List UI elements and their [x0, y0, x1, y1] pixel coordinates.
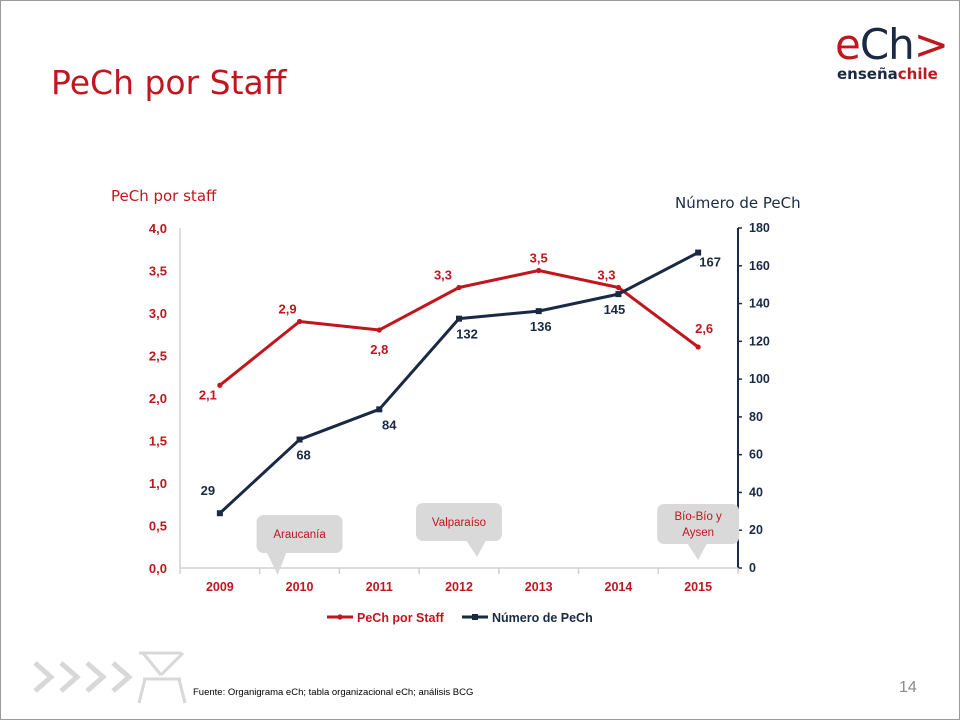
data-label: 167 [699, 255, 721, 270]
callout-bubble [256, 515, 343, 553]
x-tick-label: 2009 [206, 580, 234, 594]
y-right-tick-label: 40 [749, 485, 763, 499]
callout-pointer [687, 543, 708, 560]
legend-label: Número de PeCh [492, 611, 593, 625]
x-tick-label: 2010 [286, 580, 314, 594]
x-tick-label: 2014 [605, 580, 633, 594]
y-left-tick-label: 2,5 [149, 349, 167, 364]
source-note: Fuente: Organigrama eCh; tabla organizac… [193, 687, 474, 698]
series-point [296, 318, 303, 325]
callout-pointer [466, 540, 486, 557]
logo-wordmark: eCh> [835, 20, 949, 69]
data-label: 68 [296, 448, 310, 463]
series-point [535, 308, 542, 315]
callout-label: Bío-Bío y [674, 511, 722, 523]
series-point [456, 284, 462, 291]
y-left-tick-label: 4,0 [149, 221, 167, 236]
y-left-tick-label: 1,5 [149, 434, 167, 449]
y-right-tick-label: 180 [749, 221, 770, 235]
brand-logo: eCh> enseñachile [835, 21, 949, 85]
y-axis-right-title: Número de PeCh [675, 194, 801, 212]
legend-swatch-marker [337, 614, 343, 620]
series-point [296, 436, 303, 443]
decorative-chevrons-chair-icon [33, 651, 187, 704]
y-left-tick-label: 0,5 [149, 519, 167, 534]
y-left-tick-label: 1,0 [149, 476, 167, 491]
data-label: 2,1 [199, 387, 217, 402]
x-tick-label: 2012 [445, 580, 473, 594]
y-left-tick-label: 2,0 [149, 391, 167, 406]
x-tick-label: 2011 [366, 580, 393, 594]
series-point [695, 344, 701, 350]
y-right-tick-label: 20 [749, 523, 763, 537]
x-tick-label: 2015 [684, 580, 712, 594]
series-point [695, 249, 702, 256]
callout-label: Valparaíso [432, 517, 486, 529]
data-label: 3,3 [434, 268, 452, 283]
legend-label: PeCh por Staff [357, 611, 445, 625]
data-label: 136 [530, 319, 552, 334]
y-right-tick-label: 140 [749, 297, 770, 311]
y-right-tick-label: 80 [749, 410, 763, 424]
legend-swatch-marker [472, 614, 478, 620]
y-axis-left-title: PeCh por staff [111, 187, 217, 205]
callout-bubble [657, 504, 740, 544]
series-point [615, 291, 622, 298]
line-chart: 0,0 0,5 1,0 1,5 2,0 2,5 3,0 3,5 4,0 0 20 40 60 80 100 1… [149, 221, 770, 625]
y-left-tick-label: 3,5 [149, 264, 167, 279]
data-label: 145 [604, 302, 626, 317]
data-label: 84 [382, 417, 397, 432]
series-point [376, 327, 382, 333]
callout-pointer [266, 552, 287, 575]
y-right-tick-label: 0 [749, 561, 756, 575]
y-right-tick-label: 60 [749, 448, 763, 462]
x-tick-label: 2013 [525, 580, 553, 594]
y-right-tick-label: 120 [749, 334, 770, 348]
series-point [615, 284, 622, 291]
data-label: 29 [201, 483, 215, 498]
series-point [456, 315, 462, 322]
data-label: 2,8 [370, 342, 388, 357]
y-right-tick-label: 100 [749, 372, 770, 386]
page-number: 14 [899, 679, 917, 696]
data-label: 2,9 [279, 302, 297, 317]
series-point [216, 510, 223, 517]
data-label: 2,6 [695, 321, 713, 336]
data-label: 132 [456, 327, 478, 342]
series-point [376, 406, 383, 413]
logo-subtitle: enseñachile [837, 65, 938, 83]
y-left-tick-label: 0,0 [149, 561, 167, 576]
y-right-tick-label: 160 [749, 259, 770, 273]
data-label: 3,5 [530, 251, 548, 266]
callout-label: Aysen [682, 527, 714, 539]
callout-bubble [416, 503, 502, 541]
callout-label: Araucanía [273, 529, 326, 541]
data-label: 3,3 [597, 268, 615, 283]
page-title: PeCh por Staff [51, 63, 287, 102]
y-left-tick-label: 3,0 [149, 306, 167, 321]
series-point [536, 267, 542, 274]
series-point [217, 382, 223, 388]
